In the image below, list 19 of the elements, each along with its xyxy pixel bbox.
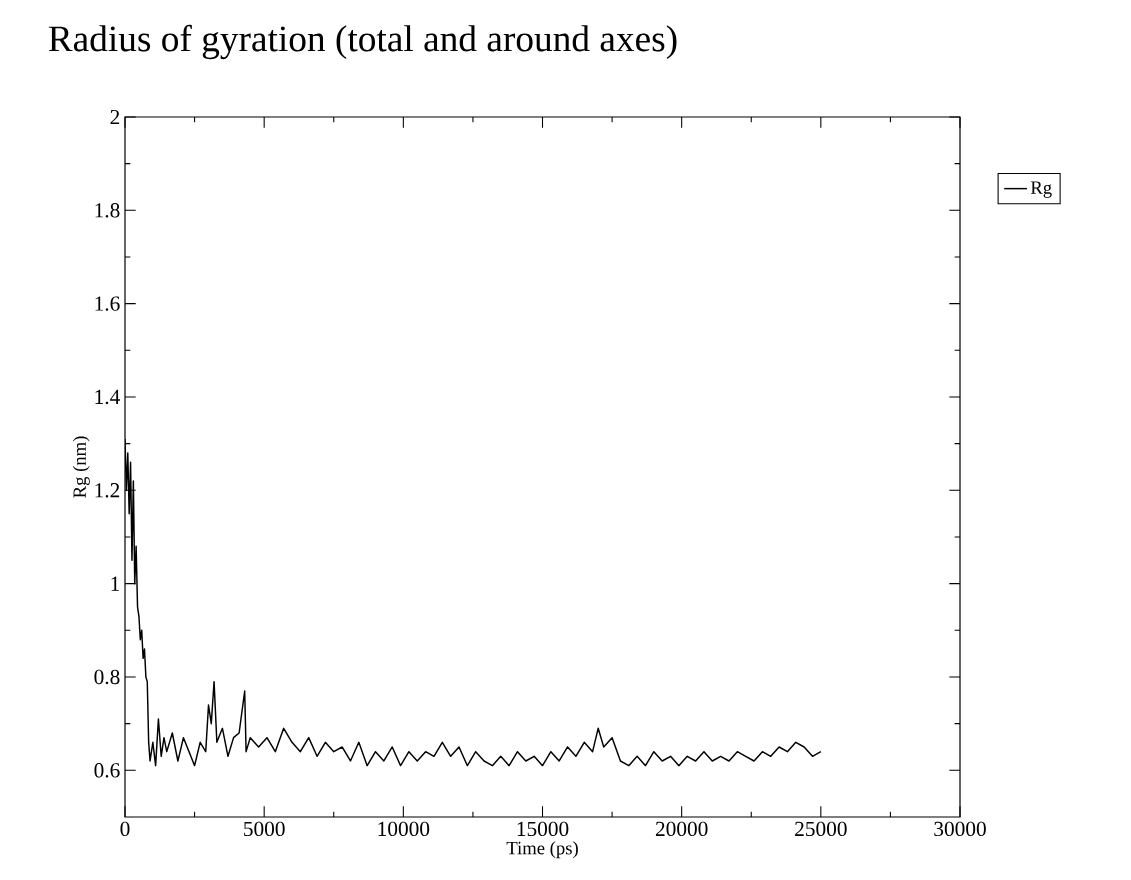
x-tick-label: 15000 bbox=[517, 821, 569, 837]
x-tick-label: 20000 bbox=[655, 821, 708, 837]
chart-title: Radius of gyration (total and around axes) bbox=[48, 24, 677, 60]
y-tick-label: 1.4 bbox=[95, 389, 120, 405]
x-tick-label: 10000 bbox=[378, 821, 430, 837]
y-tick-label: 0.8 bbox=[94, 669, 120, 685]
x-tick-label: 0 bbox=[120, 821, 130, 837]
x-tick-label: 30000 bbox=[934, 821, 986, 837]
legend-label: Rg bbox=[1030, 181, 1052, 198]
y-tick-label: 1.6 bbox=[95, 296, 120, 311]
y-tick-label: 1.2 bbox=[95, 483, 120, 498]
y-tick-label: 1 bbox=[111, 576, 120, 591]
x-tick-label: 5000 bbox=[244, 821, 285, 837]
x-tick-label: 25000 bbox=[795, 821, 847, 837]
x-axis-title: Time (ps) bbox=[506, 841, 578, 859]
y-tick-label: 0.6 bbox=[94, 763, 120, 778]
y-tick-label: 1.8 bbox=[95, 203, 120, 218]
y-axis-title: Rg (nm) bbox=[72, 436, 90, 498]
y-tick-label: 2 bbox=[110, 109, 120, 125]
